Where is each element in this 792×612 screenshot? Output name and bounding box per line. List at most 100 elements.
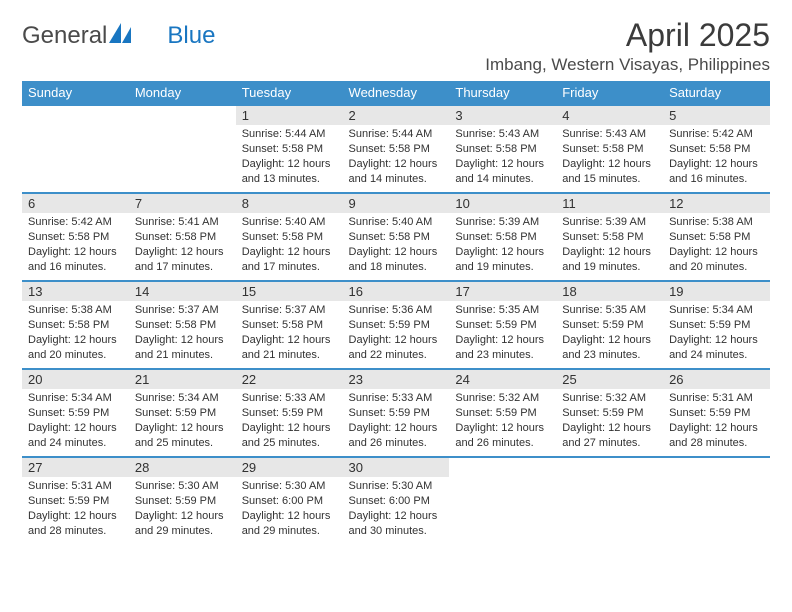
title-block: April 2025 Imbang, Western Visayas, Phil… xyxy=(485,18,770,75)
weekday-header: Saturday xyxy=(663,81,770,105)
calendar-table: SundayMondayTuesdayWednesdayThursdayFrid… xyxy=(22,81,770,545)
calendar-cell: 12Sunrise: 5:38 AMSunset: 5:58 PMDayligh… xyxy=(663,193,770,281)
cell-body: Sunrise: 5:30 AMSunset: 5:59 PMDaylight:… xyxy=(129,477,236,542)
sunset-text: Sunset: 5:59 PM xyxy=(562,318,657,333)
day-number: 25 xyxy=(556,370,663,389)
calendar-cell: 7Sunrise: 5:41 AMSunset: 5:58 PMDaylight… xyxy=(129,193,236,281)
calendar-cell xyxy=(663,457,770,545)
calendar-cell: 6Sunrise: 5:42 AMSunset: 5:58 PMDaylight… xyxy=(22,193,129,281)
sunset-text: Sunset: 5:58 PM xyxy=(28,230,123,245)
sunrise-text: Sunrise: 5:43 AM xyxy=(562,127,657,142)
sunrise-text: Sunrise: 5:37 AM xyxy=(135,303,230,318)
day-number: 15 xyxy=(236,282,343,301)
daylight-text: and 25 minutes. xyxy=(135,436,230,451)
sunrise-text: Sunrise: 5:30 AM xyxy=(135,479,230,494)
calendar-cell: 9Sunrise: 5:40 AMSunset: 5:58 PMDaylight… xyxy=(343,193,450,281)
daylight-text: and 26 minutes. xyxy=(349,436,444,451)
daylight-text: and 28 minutes. xyxy=(669,436,764,451)
daylight-text: and 17 minutes. xyxy=(242,260,337,275)
day-number: 7 xyxy=(129,194,236,213)
day-number: 24 xyxy=(449,370,556,389)
sunset-text: Sunset: 5:58 PM xyxy=(562,230,657,245)
weekday-header: Monday xyxy=(129,81,236,105)
daylight-text: and 17 minutes. xyxy=(135,260,230,275)
daylight-text: and 26 minutes. xyxy=(455,436,550,451)
sunrise-text: Sunrise: 5:34 AM xyxy=(669,303,764,318)
daylight-text: Daylight: 12 hours xyxy=(349,421,444,436)
calendar-row: 6Sunrise: 5:42 AMSunset: 5:58 PMDaylight… xyxy=(22,193,770,281)
daylight-text: Daylight: 12 hours xyxy=(242,245,337,260)
cell-body: Sunrise: 5:36 AMSunset: 5:59 PMDaylight:… xyxy=(343,301,450,366)
daylight-text: and 24 minutes. xyxy=(669,348,764,363)
cell-body: Sunrise: 5:34 AMSunset: 5:59 PMDaylight:… xyxy=(663,301,770,366)
sunrise-text: Sunrise: 5:37 AM xyxy=(242,303,337,318)
cell-body: Sunrise: 5:31 AMSunset: 5:59 PMDaylight:… xyxy=(22,477,129,542)
day-number: 20 xyxy=(22,370,129,389)
daylight-text: Daylight: 12 hours xyxy=(135,509,230,524)
logo-sail-icon xyxy=(109,22,135,50)
calendar-cell: 26Sunrise: 5:31 AMSunset: 5:59 PMDayligh… xyxy=(663,369,770,457)
sunset-text: Sunset: 5:58 PM xyxy=(242,142,337,157)
sunrise-text: Sunrise: 5:31 AM xyxy=(669,391,764,406)
daylight-text: and 25 minutes. xyxy=(242,436,337,451)
sunrise-text: Sunrise: 5:42 AM xyxy=(28,215,123,230)
daylight-text: and 13 minutes. xyxy=(242,172,337,187)
header: General Blue April 2025 Imbang, Western … xyxy=(22,18,770,75)
cell-body: Sunrise: 5:31 AMSunset: 5:59 PMDaylight:… xyxy=(663,389,770,454)
daylight-text: Daylight: 12 hours xyxy=(135,245,230,260)
sunset-text: Sunset: 5:59 PM xyxy=(135,494,230,509)
sunset-text: Sunset: 5:59 PM xyxy=(28,406,123,421)
calendar-cell: 17Sunrise: 5:35 AMSunset: 5:59 PMDayligh… xyxy=(449,281,556,369)
calendar-cell xyxy=(449,457,556,545)
calendar-cell: 16Sunrise: 5:36 AMSunset: 5:59 PMDayligh… xyxy=(343,281,450,369)
sunset-text: Sunset: 5:58 PM xyxy=(349,230,444,245)
weekday-header: Tuesday xyxy=(236,81,343,105)
sunrise-text: Sunrise: 5:44 AM xyxy=(242,127,337,142)
cell-body: Sunrise: 5:32 AMSunset: 5:59 PMDaylight:… xyxy=(556,389,663,454)
sunset-text: Sunset: 5:59 PM xyxy=(455,318,550,333)
sunset-text: Sunset: 5:59 PM xyxy=(562,406,657,421)
sunrise-text: Sunrise: 5:43 AM xyxy=(455,127,550,142)
cell-body: Sunrise: 5:39 AMSunset: 5:58 PMDaylight:… xyxy=(449,213,556,278)
daylight-text: and 18 minutes. xyxy=(349,260,444,275)
sunrise-text: Sunrise: 5:39 AM xyxy=(562,215,657,230)
cell-body: Sunrise: 5:42 AMSunset: 5:58 PMDaylight:… xyxy=(663,125,770,190)
sunset-text: Sunset: 5:58 PM xyxy=(669,142,764,157)
daylight-text: and 21 minutes. xyxy=(135,348,230,363)
day-number: 6 xyxy=(22,194,129,213)
calendar-cell: 4Sunrise: 5:43 AMSunset: 5:58 PMDaylight… xyxy=(556,105,663,193)
location-text: Imbang, Western Visayas, Philippines xyxy=(485,55,770,75)
sunset-text: Sunset: 5:59 PM xyxy=(455,406,550,421)
calendar-cell: 14Sunrise: 5:37 AMSunset: 5:58 PMDayligh… xyxy=(129,281,236,369)
calendar-cell: 15Sunrise: 5:37 AMSunset: 5:58 PMDayligh… xyxy=(236,281,343,369)
sunset-text: Sunset: 5:58 PM xyxy=(669,230,764,245)
daylight-text: and 20 minutes. xyxy=(28,348,123,363)
daylight-text: Daylight: 12 hours xyxy=(349,333,444,348)
sunset-text: Sunset: 5:59 PM xyxy=(242,406,337,421)
daylight-text: and 14 minutes. xyxy=(349,172,444,187)
calendar-cell: 19Sunrise: 5:34 AMSunset: 5:59 PMDayligh… xyxy=(663,281,770,369)
cell-body: Sunrise: 5:30 AMSunset: 6:00 PMDaylight:… xyxy=(343,477,450,542)
daylight-text: Daylight: 12 hours xyxy=(242,157,337,172)
sunset-text: Sunset: 5:58 PM xyxy=(455,142,550,157)
sunrise-text: Sunrise: 5:39 AM xyxy=(455,215,550,230)
daylight-text: Daylight: 12 hours xyxy=(562,333,657,348)
daylight-text: Daylight: 12 hours xyxy=(455,333,550,348)
sunset-text: Sunset: 5:58 PM xyxy=(562,142,657,157)
calendar-cell: 20Sunrise: 5:34 AMSunset: 5:59 PMDayligh… xyxy=(22,369,129,457)
daylight-text: Daylight: 12 hours xyxy=(242,509,337,524)
weekday-header: Thursday xyxy=(449,81,556,105)
day-number: 19 xyxy=(663,282,770,301)
cell-body: Sunrise: 5:40 AMSunset: 5:58 PMDaylight:… xyxy=(236,213,343,278)
day-number: 4 xyxy=(556,106,663,125)
calendar-cell: 23Sunrise: 5:33 AMSunset: 5:59 PMDayligh… xyxy=(343,369,450,457)
daylight-text: Daylight: 12 hours xyxy=(135,421,230,436)
weekday-header: Sunday xyxy=(22,81,129,105)
logo-text-general: General xyxy=(22,22,107,50)
calendar-cell: 13Sunrise: 5:38 AMSunset: 5:58 PMDayligh… xyxy=(22,281,129,369)
weekday-header-row: SundayMondayTuesdayWednesdayThursdayFrid… xyxy=(22,81,770,105)
sunrise-text: Sunrise: 5:34 AM xyxy=(28,391,123,406)
daylight-text: and 14 minutes. xyxy=(455,172,550,187)
sunset-text: Sunset: 5:58 PM xyxy=(242,318,337,333)
sunrise-text: Sunrise: 5:42 AM xyxy=(669,127,764,142)
